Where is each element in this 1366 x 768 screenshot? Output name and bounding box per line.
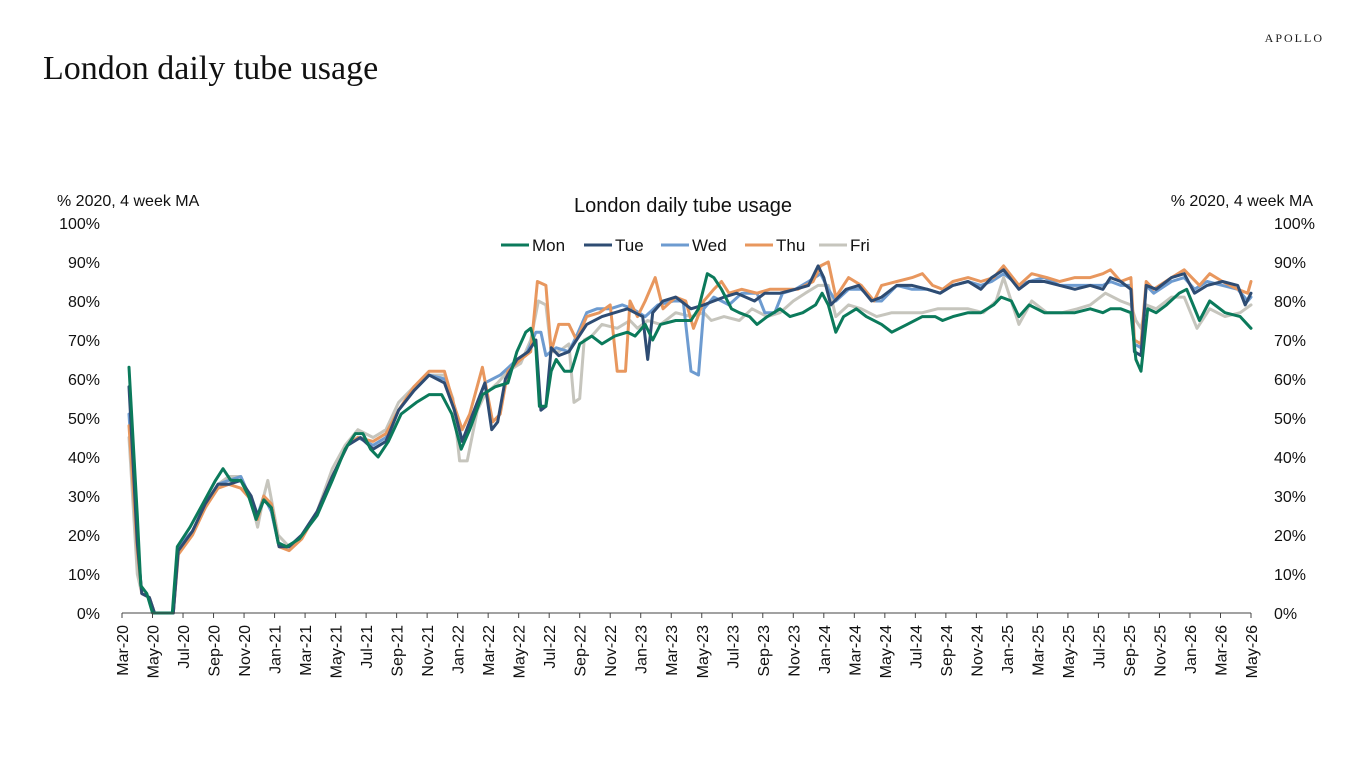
x-tick-label: May-25 xyxy=(1061,625,1078,678)
x-tick-label: Mar-22 xyxy=(481,625,498,676)
x-tick-label: Sep-21 xyxy=(390,625,407,677)
x-tick-label: May-23 xyxy=(695,625,712,678)
brand-logo: APOLLO xyxy=(1264,31,1324,45)
y-tick-label-right: 30% xyxy=(1274,489,1306,506)
x-tick-label: Jul-24 xyxy=(908,625,925,669)
y-tick-label-right: 40% xyxy=(1274,450,1306,467)
x-tick-label: Nov-25 xyxy=(1152,625,1169,677)
x-tick-label: Mar-24 xyxy=(847,625,864,676)
y-tick-label-left: 20% xyxy=(68,528,100,545)
series-lines xyxy=(127,260,1253,615)
x-tick-label: Mar-20 xyxy=(115,625,132,676)
y-tick-label-right: 50% xyxy=(1274,411,1306,428)
x-tick-label: May-26 xyxy=(1244,625,1261,678)
x-tick-label: Jul-23 xyxy=(725,625,742,669)
y-tick-label-left: 60% xyxy=(68,372,100,389)
x-tick-label: Sep-22 xyxy=(573,625,590,677)
y-tick-label-right: 70% xyxy=(1274,333,1306,350)
left-axis-label: % 2020, 4 week MA xyxy=(57,193,200,210)
x-tick-label: May-22 xyxy=(512,625,529,678)
x-tick-label: Jan-24 xyxy=(817,625,834,674)
series-line-mon xyxy=(127,272,1253,615)
y-tick-label-right: 0% xyxy=(1274,606,1297,623)
y-tick-label-right: 80% xyxy=(1274,294,1306,311)
y-tick-label-right: 20% xyxy=(1274,528,1306,545)
x-tick-label: Nov-22 xyxy=(603,625,620,677)
series-line-fri xyxy=(127,276,1253,615)
x-tick-label: Sep-25 xyxy=(1122,625,1139,677)
x-tick-label: Jul-20 xyxy=(176,625,193,669)
x-tick-label: Sep-24 xyxy=(939,625,956,677)
legend-label-tue: Tue xyxy=(615,236,644,255)
x-tick-label: Jan-26 xyxy=(1183,625,1200,674)
x-tick-label: Sep-23 xyxy=(756,625,773,677)
series-line-wed xyxy=(127,272,1253,615)
right-axis-ticks: 0% 10% 20% 30% 40% 50% 60% 70% 80% 90% 100% xyxy=(1274,216,1315,623)
x-tick-label: May-24 xyxy=(878,625,895,678)
y-tick-label-left: 50% xyxy=(68,411,100,428)
x-tick-label: Jan-25 xyxy=(1000,625,1017,674)
x-tick-label: Nov-24 xyxy=(969,625,986,677)
right-axis-label: % 2020, 4 week MA xyxy=(1171,193,1314,210)
x-axis-ticks: Mar-20 May-20 Jul-20 Sep-20 Nov-20 Jan-21 Mar-… xyxy=(115,613,1261,678)
x-tick-label: Nov-20 xyxy=(237,625,254,677)
legend-label-wed: Wed xyxy=(692,236,727,255)
series-line-thu xyxy=(127,260,1253,615)
y-tick-label-left: 90% xyxy=(68,255,100,272)
x-tick-label: Nov-21 xyxy=(420,625,437,677)
y-tick-label-left: 100% xyxy=(59,216,100,233)
y-tick-label-left: 0% xyxy=(77,606,100,623)
x-tick-label: Mar-21 xyxy=(298,625,315,676)
y-tick-label-right: 100% xyxy=(1274,216,1315,233)
y-tick-label-left: 80% xyxy=(68,294,100,311)
x-tick-label: May-20 xyxy=(146,625,163,678)
x-tick-label: Jul-22 xyxy=(542,625,559,669)
chart-legend: Mon Tue Wed Thu Fri xyxy=(501,236,870,255)
x-tick-label: Nov-23 xyxy=(786,625,803,677)
x-tick-label: Mar-23 xyxy=(664,625,681,676)
x-tick-label: Mar-25 xyxy=(1030,625,1047,676)
x-tick-label: Jan-22 xyxy=(451,625,468,674)
x-tick-label: Mar-26 xyxy=(1213,625,1230,676)
x-tick-label: Jan-21 xyxy=(268,625,285,674)
page-title: London daily tube usage xyxy=(43,50,379,87)
chart-title: London daily tube usage xyxy=(574,195,792,217)
legend-label-mon: Mon xyxy=(532,236,565,255)
x-tick-label: Jan-23 xyxy=(634,625,651,674)
y-tick-label-left: 30% xyxy=(68,489,100,506)
y-tick-label-left: 70% xyxy=(68,333,100,350)
legend-label-fri: Fri xyxy=(850,236,870,255)
x-tick-label: Jul-21 xyxy=(359,625,376,669)
y-tick-label-right: 60% xyxy=(1274,372,1306,389)
x-tick-label: May-21 xyxy=(329,625,346,678)
y-tick-label-right: 90% xyxy=(1274,255,1306,272)
y-tick-label-left: 40% xyxy=(68,450,100,467)
x-tick-label: Jul-25 xyxy=(1091,625,1108,669)
x-tick-label: Sep-20 xyxy=(207,625,224,677)
legend-label-thu: Thu xyxy=(776,236,805,255)
y-tick-label-right: 10% xyxy=(1274,567,1306,584)
left-axis-ticks: 0% 10% 20% 30% 40% 50% 60% 70% 80% 90% 100% xyxy=(59,216,100,623)
y-tick-label-left: 10% xyxy=(68,567,100,584)
